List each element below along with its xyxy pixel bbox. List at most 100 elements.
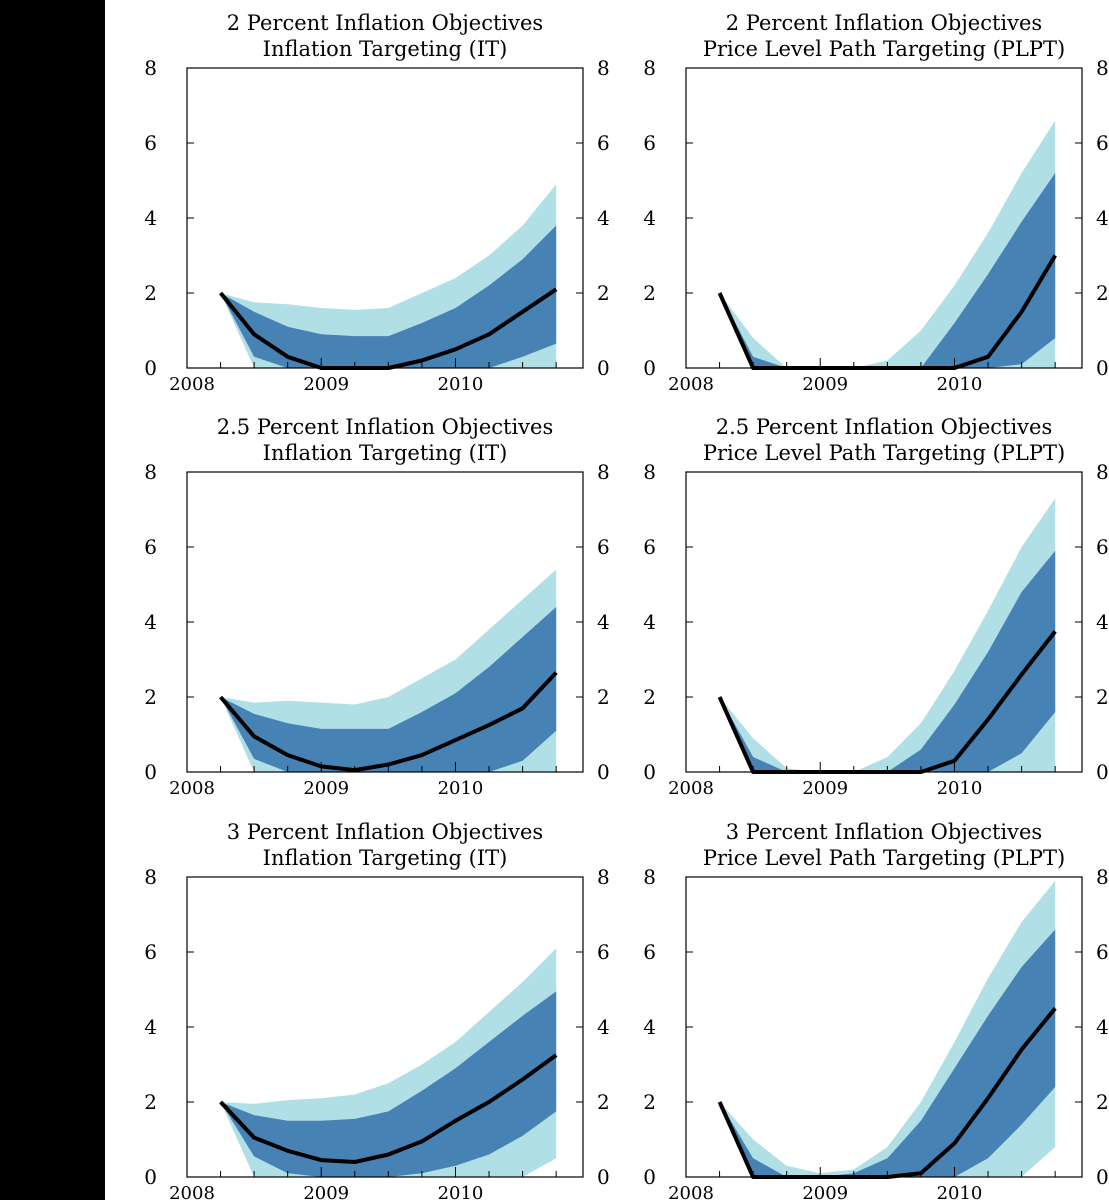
y-tick-label-left: 4	[643, 610, 656, 634]
x-tick-label: 2008	[668, 778, 714, 799]
y-tick-label-right: 8	[1096, 460, 1109, 484]
y-tick-label-right: 6	[597, 131, 610, 155]
chart-title: 2.5 Percent Inflation Objectives	[217, 415, 553, 439]
x-tick-label: 2009	[303, 1183, 349, 1200]
inner-band	[719, 929, 1056, 1177]
y-tick-label-right: 0	[597, 1165, 610, 1189]
y-tick-label-right: 4	[597, 206, 610, 230]
y-tick-label-right: 0	[597, 356, 610, 380]
chart-panel-6: 0 0 2 2 4 4 6 6 8 8 2008 2009 2010 3 Percent Inflatio…	[643, 820, 1108, 1200]
x-tick-label: 2008	[169, 778, 215, 799]
y-tick-label-left: 2	[643, 281, 656, 305]
inner-band	[220, 991, 557, 1177]
chart-subtitle: Price Level Path Targeting (PLPT)	[703, 441, 1065, 465]
y-tick-label-right: 6	[1096, 940, 1109, 964]
y-tick-label-right: 0	[1096, 1165, 1109, 1189]
y-tick-label-left: 2	[643, 1090, 656, 1114]
y-tick-label-right: 4	[597, 1015, 610, 1039]
x-tick-label: 2009	[802, 778, 848, 799]
x-tick-label: 2008	[169, 374, 215, 395]
y-tick-label-left: 6	[643, 131, 656, 155]
y-tick-label-left: 8	[144, 56, 157, 80]
y-tick-label-right: 4	[1096, 610, 1109, 634]
x-tick-label: 2009	[303, 374, 349, 395]
median-line	[219, 1053, 558, 1164]
chart-title: 2.5 Percent Inflation Objectives	[716, 415, 1052, 439]
y-tick-label-left: 8	[144, 460, 157, 484]
x-tick-label: 2010	[937, 374, 983, 395]
y-tick-label-right: 2	[1096, 1090, 1109, 1114]
chart-panel-3: 0 0 2 2 4 4 6 6 8 8 2008 2009 2010 2.5 Percent Inflat…	[144, 415, 609, 799]
y-tick-label-right: 4	[1096, 1015, 1109, 1039]
y-tick-label-left: 0	[144, 356, 157, 380]
y-tick-label-left: 4	[643, 1015, 656, 1039]
y-tick-label-left: 2	[144, 281, 157, 305]
y-tick-label-right: 2	[1096, 685, 1109, 709]
x-tick-label: 2008	[668, 1183, 714, 1200]
chart-subtitle: Price Level Path Targeting (PLPT)	[703, 846, 1065, 870]
y-tick-label-right: 8	[597, 865, 610, 889]
y-tick-label-left: 6	[144, 535, 157, 559]
x-tick-label: 2008	[169, 1183, 215, 1200]
y-tick-label-left: 8	[643, 460, 656, 484]
y-tick-label-left: 6	[144, 940, 157, 964]
x-tick-label: 2010	[937, 778, 983, 799]
y-tick-label-right: 6	[1096, 535, 1109, 559]
y-tick-label-left: 6	[144, 131, 157, 155]
inner-band	[719, 173, 1056, 368]
x-tick-label: 2010	[438, 778, 484, 799]
y-tick-label-right: 2	[597, 685, 610, 709]
y-tick-label-left: 6	[643, 535, 656, 559]
y-tick-label-right: 4	[597, 610, 610, 634]
inner-band	[719, 550, 1056, 772]
y-tick-label-left: 8	[643, 56, 656, 80]
y-tick-label-left: 0	[643, 760, 656, 784]
chart-panel-4: 0 0 2 2 4 4 6 6 8 8 2008 2009 2010 2.5 Percent Inflat…	[643, 415, 1108, 799]
y-tick-label-right: 6	[597, 940, 610, 964]
y-tick-label-right: 0	[1096, 356, 1109, 380]
chart-subtitle: Inflation Targeting (IT)	[263, 846, 508, 870]
x-tick-label: 2009	[802, 374, 848, 395]
y-tick-label-left: 4	[643, 206, 656, 230]
chart-panel-5: 0 0 2 2 4 4 6 6 8 8 2008 2009 2010 3 Percent Inflatio…	[144, 820, 609, 1200]
y-tick-label-right: 4	[1096, 206, 1109, 230]
y-tick-label-right: 2	[597, 281, 610, 305]
y-tick-label-left: 0	[643, 356, 656, 380]
y-tick-label-left: 8	[144, 865, 157, 889]
y-tick-label-left: 0	[144, 760, 157, 784]
x-tick-label: 2009	[802, 1183, 848, 1200]
y-tick-label-left: 4	[144, 610, 157, 634]
y-tick-label-left: 8	[643, 865, 656, 889]
y-tick-label-left: 0	[643, 1165, 656, 1189]
y-tick-label-right: 8	[1096, 865, 1109, 889]
chart-title: 2 Percent Inflation Objectives	[227, 11, 543, 35]
y-tick-label-left: 0	[144, 1165, 157, 1189]
inner-band	[220, 225, 557, 368]
chart-panel-1: 0 0 2 2 4 4 6 6 8 8 2008 2009 2010 2 Percent Inflatio…	[144, 11, 609, 395]
chart-subtitle: Price Level Path Targeting (PLPT)	[703, 37, 1065, 61]
y-tick-label-left: 2	[144, 685, 157, 709]
y-tick-label-right: 8	[597, 460, 610, 484]
chart-subtitle: Inflation Targeting (IT)	[263, 37, 508, 61]
y-tick-label-right: 8	[1096, 56, 1109, 80]
y-tick-label-right: 2	[1096, 281, 1109, 305]
left-black-bar	[0, 0, 105, 1200]
y-tick-label-right: 2	[597, 1090, 610, 1114]
median-line	[219, 671, 558, 773]
y-tick-label-right: 8	[597, 56, 610, 80]
chart-title: 3 Percent Inflation Objectives	[726, 820, 1042, 844]
y-tick-label-right: 6	[1096, 131, 1109, 155]
y-tick-label-left: 2	[643, 685, 656, 709]
x-tick-label: 2008	[668, 374, 714, 395]
chart-title: 2 Percent Inflation Objectives	[726, 11, 1042, 35]
chart-title: 3 Percent Inflation Objectives	[227, 820, 543, 844]
y-tick-label-right: 0	[1096, 760, 1109, 784]
x-tick-label: 2009	[303, 778, 349, 799]
y-tick-label-right: 6	[597, 535, 610, 559]
y-tick-label-right: 0	[597, 760, 610, 784]
y-tick-label-left: 4	[144, 206, 157, 230]
x-tick-label: 2010	[438, 1183, 484, 1200]
chart-subtitle: Inflation Targeting (IT)	[263, 441, 508, 465]
y-tick-label-left: 2	[144, 1090, 157, 1114]
